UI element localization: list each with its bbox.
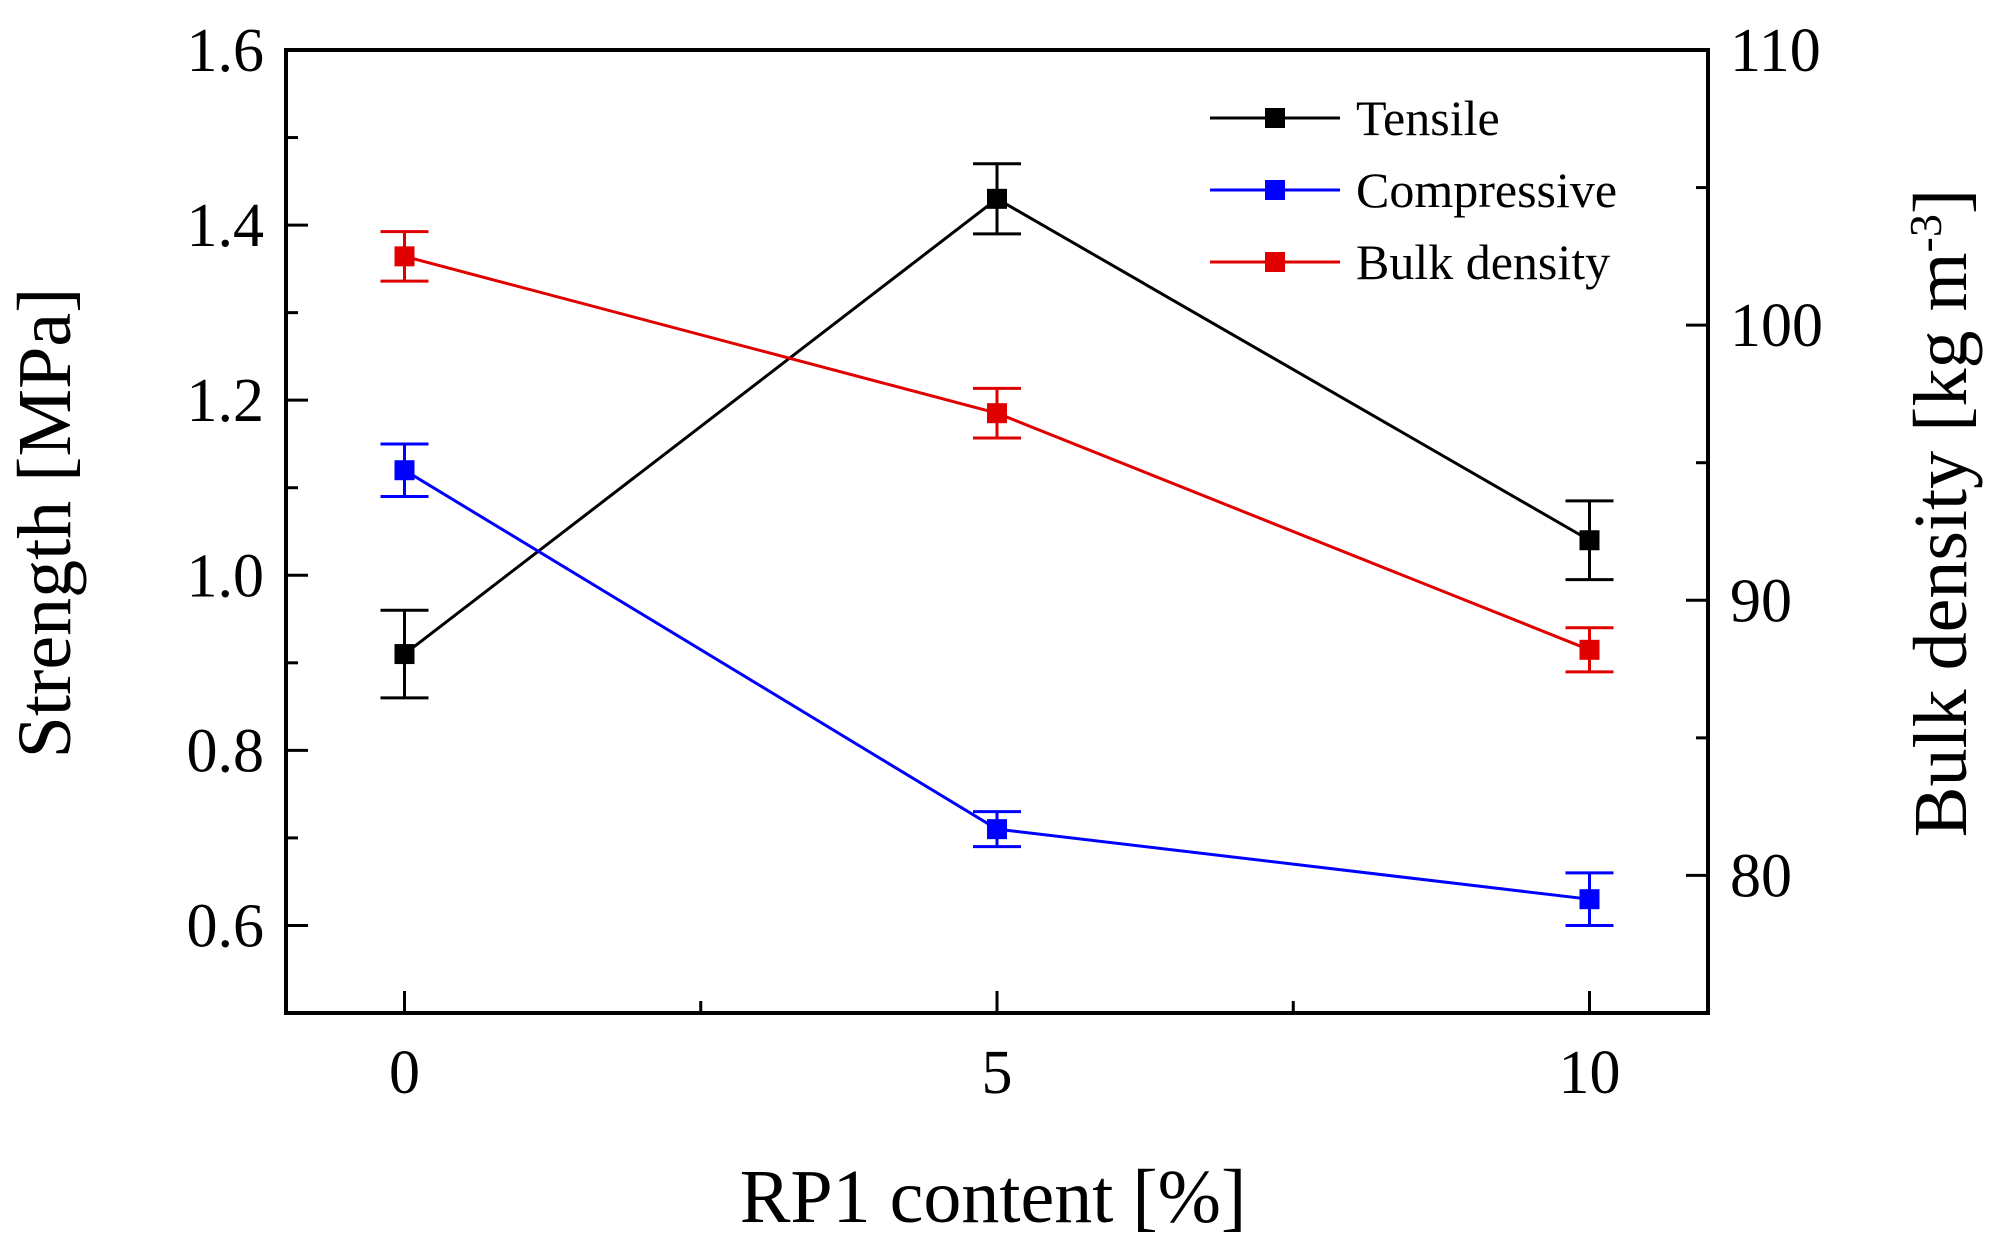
series-line-bulk-density	[404, 254, 1591, 652]
left-y-axis-title: Strength [MPa]	[3, 288, 87, 759]
data-point-tensile	[394, 644, 415, 665]
x-tick-label: 5	[982, 1039, 1013, 1107]
data-point-compressive	[987, 819, 1007, 840]
plot-layer: 0 5 10 0.6 0.8 1.0 1.2 1.4 1.6 80 90 100 110 Tensile C…	[187, 17, 1824, 1107]
left-y-tick-label: 1.2	[187, 367, 265, 435]
data-point-bulk-density	[987, 403, 1007, 424]
right-y-axis-title-main: Bulk density [kg m	[1899, 252, 1983, 837]
series-bulk-density	[380, 230, 1614, 674]
legend-label-compressive: Compressive	[1356, 162, 1617, 218]
right-y-axis-title-close: ]	[1899, 189, 1983, 214]
left-y-tick-label: 0.8	[187, 717, 265, 785]
right-y-tick-label: 100	[1730, 292, 1823, 360]
legend-marker-bulk-density	[1265, 252, 1285, 272]
right-y-axis-title: Bulk density [kg m-3]	[1899, 189, 1983, 837]
series-tensile	[380, 162, 1614, 700]
legend-marker-compressive	[1265, 180, 1285, 200]
legend-label-tensile: Tensile	[1356, 90, 1500, 146]
left-y-tick-label: 1.0	[187, 542, 265, 610]
series-compressive	[380, 442, 1614, 927]
left-y-tick-label: 0.6	[187, 892, 265, 960]
left-y-tick-label: 1.6	[187, 17, 265, 85]
data-point-compressive	[394, 460, 415, 481]
left-y-tick-label: 1.4	[187, 192, 265, 260]
data-point-tensile	[1579, 530, 1600, 551]
x-axis-title: RP1 content [%]	[740, 1155, 1247, 1239]
right-y-axis-title-exponent: -3	[1900, 214, 1951, 252]
right-y-tick-label: 110	[1730, 17, 1821, 85]
legend-marker-tensile	[1265, 108, 1285, 128]
right-y-tick-label: 90	[1730, 567, 1792, 635]
data-point-tensile	[987, 188, 1007, 209]
data-point-bulk-density	[394, 246, 415, 267]
data-point-compressive	[1579, 889, 1600, 910]
legend-label-bulk-density: Bulk density	[1356, 234, 1610, 290]
x-tick-label: 0	[389, 1039, 420, 1107]
x-tick-label: 10	[1559, 1039, 1621, 1107]
data-point-bulk-density	[1579, 639, 1600, 660]
right-y-tick-label: 80	[1730, 842, 1792, 910]
